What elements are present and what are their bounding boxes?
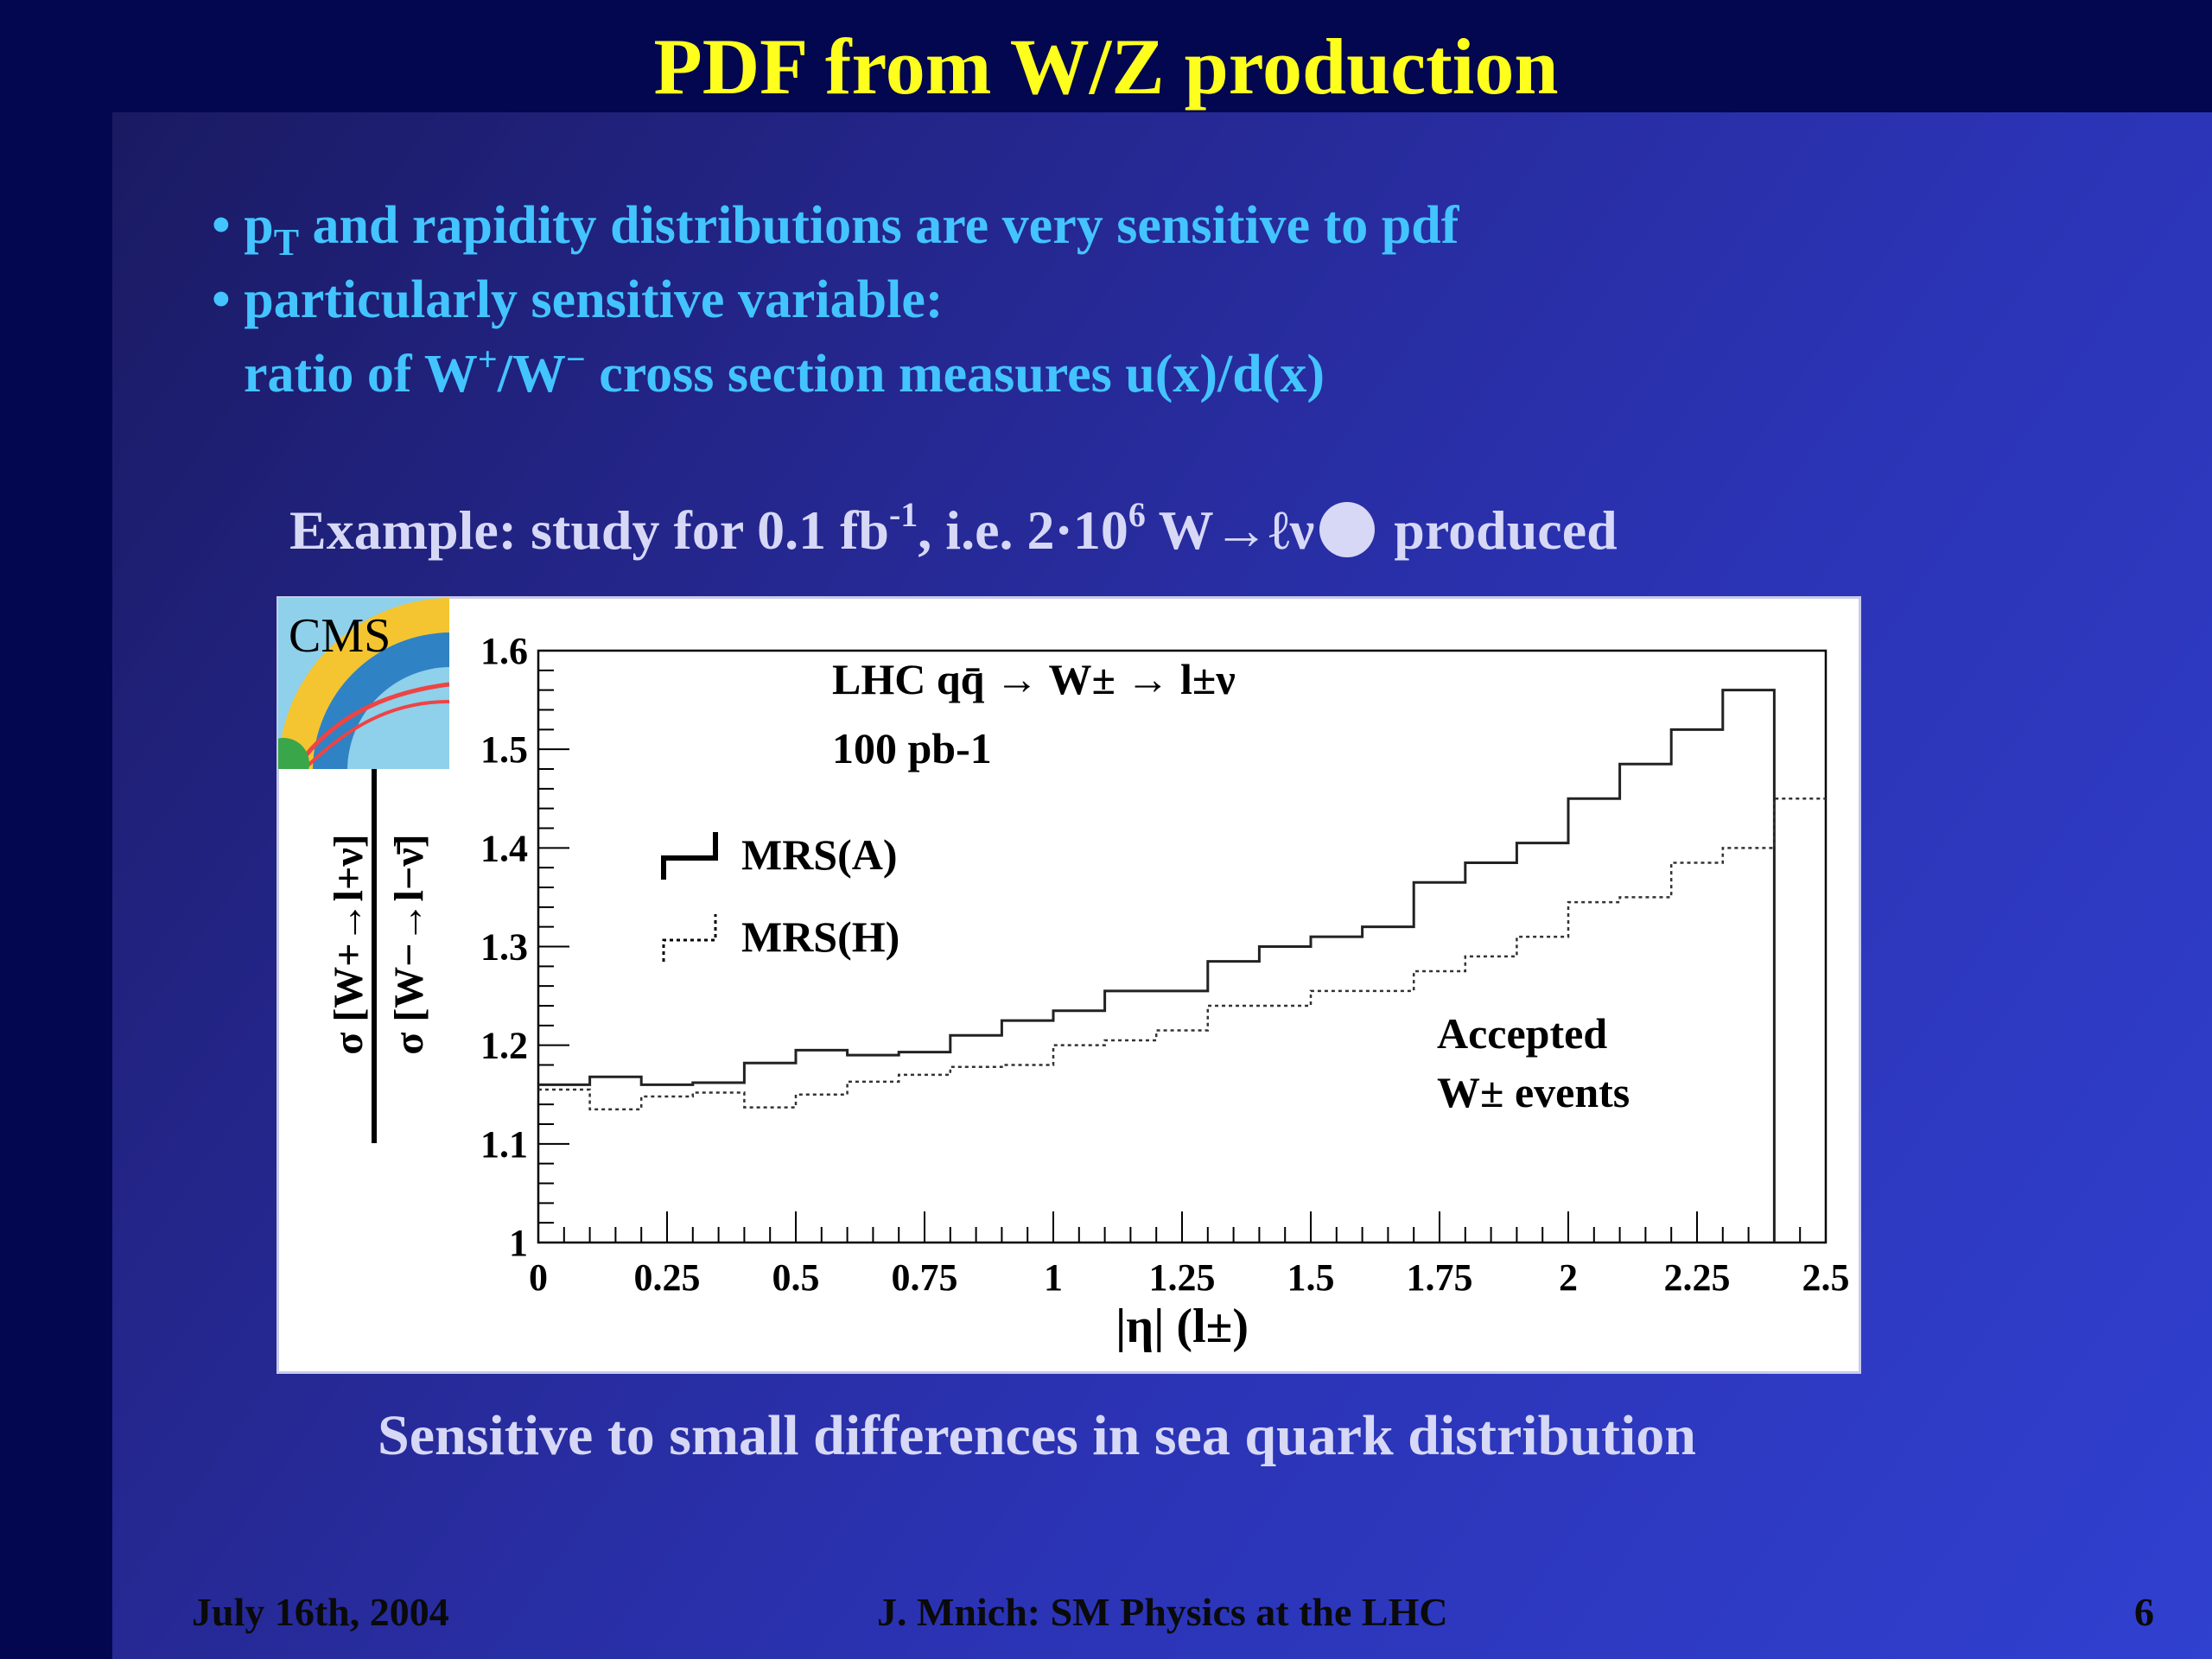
bullet-ratio: ratio of W+/W− cross section measures u(… <box>244 340 1325 408</box>
y-tick-label: 1.5 <box>480 728 528 771</box>
y-tick-label: 1.1 <box>480 1123 528 1166</box>
ratio-mid: /W <box>497 345 566 404</box>
bullet-pt-prefix: • p <box>212 196 274 255</box>
legend-label: MRS(A) <box>741 830 898 879</box>
ratio-histogram-chart: σ [W+→l+ν] σ [W−→l−ν̄] 0 0.25 0.5 0.75 1 1.25… <box>326 630 1850 1353</box>
x-tick-label: 0 <box>529 1256 548 1299</box>
x-axis-ticks: 0 0.25 0.5 0.75 1 1.25 1.5 1.75 2 2.25 2.5 <box>529 1211 1850 1299</box>
example-part3: W <box>1145 499 1214 561</box>
left-band <box>0 0 112 1659</box>
ratio-prefix: ratio of W <box>244 345 478 404</box>
example-decay-glyphs: →ℓν <box>1213 499 1315 561</box>
cms-logo-icon: CMS <box>278 598 449 769</box>
example-line: Example: study for 0.1 fb-1, i.e. 2·106 … <box>289 496 1618 565</box>
annotation-accepted: Accepted <box>1437 1009 1607 1058</box>
y-tick-label: 1.2 <box>480 1025 528 1067</box>
y-axis-label: σ [W+→l+ν] σ [W−→l−ν̄] <box>326 746 432 1143</box>
example-part1: Example: study for 0.1 fb <box>289 499 889 561</box>
y-tick-label: 1.4 <box>480 827 528 869</box>
x-tick-label: 0.25 <box>634 1256 701 1299</box>
bullet-pt-text: and rapidity distributions are very sens… <box>299 196 1459 255</box>
conclusion-text: Sensitive to small differences in sea qu… <box>377 1404 1697 1467</box>
y-tick-label: 1 <box>509 1222 528 1264</box>
bullet-pt-subscript: T <box>273 221 300 264</box>
example-part4: produced <box>1380 499 1618 561</box>
plot-frame <box>537 649 1827 1244</box>
legend-swatch <box>662 914 717 962</box>
circle-icon <box>1319 502 1376 557</box>
slide-title: PDF from W/Z production <box>653 22 1559 111</box>
x-tick-label: 0.75 <box>892 1256 958 1299</box>
ratio-sup-plus: + <box>477 340 498 378</box>
annotation-luminosity: 100 pb-1 <box>832 724 992 772</box>
legend-swatch <box>661 832 718 880</box>
annotation-process: LHC qq̄ → W± → l±ν <box>832 655 1236 703</box>
title-band <box>0 0 2212 112</box>
series-mrs-h- <box>538 798 1826 1111</box>
footer-date: July 16th, 2004 <box>192 1590 449 1634</box>
x-tick-label: 2.5 <box>1802 1256 1850 1299</box>
y-tick-label: 1.3 <box>480 926 528 969</box>
example-sup2: 6 <box>1128 495 1146 534</box>
bullet-sensitive-variable: • particularly sensitive variable: <box>212 270 944 329</box>
ratio-text: cross section measures u(x)/d(x) <box>585 345 1325 404</box>
series-group <box>538 689 1826 1243</box>
x-tick-label: 1.5 <box>1287 1256 1335 1299</box>
x-tick-label: 0.5 <box>772 1256 820 1299</box>
x-tick-label: 2 <box>1559 1256 1578 1299</box>
x-axis-label: |η| (l±) <box>1116 1300 1249 1353</box>
cms-logo-label: CMS <box>289 609 391 663</box>
x-tick-label: 2.25 <box>1664 1256 1731 1299</box>
x-tick-label: 1 <box>1044 1256 1063 1299</box>
y-axis-label-numerator: σ [W+→l+ν] <box>326 834 372 1055</box>
bullet-pt-rapidity: • pT and rapidity distributions are very… <box>212 192 1459 262</box>
series-mrs-a- <box>538 689 1776 1243</box>
annotation-events: W± events <box>1437 1068 1630 1116</box>
ratio-sup-minus: − <box>565 340 586 378</box>
x-tick-label: 1.25 <box>1149 1256 1216 1299</box>
example-part2: , i.e. 2·10 <box>918 499 1128 561</box>
y-tick-label: 1.6 <box>480 630 528 672</box>
footer-author: J. Mnich: SM Physics at the LHC <box>877 1590 1448 1634</box>
legend: MRS(A) MRS(H) <box>661 830 899 962</box>
x-tick-label: 1.75 <box>1407 1256 1473 1299</box>
y-axis-label-denominator: σ [W−→l−ν̄] <box>386 834 432 1055</box>
y-axis-ticks: 1 1.1 1.2 1.3 1.4 1.5 1.6 <box>480 630 569 1264</box>
footer-page-number: 6 <box>2134 1590 2154 1634</box>
example-sup1: -1 <box>888 495 918 534</box>
plot-panel: σ [W+→l+ν] σ [W−→l−ν̄] 0 0.25 0.5 0.75 1 1.25… <box>276 596 1861 1374</box>
legend-label: MRS(H) <box>741 912 899 961</box>
